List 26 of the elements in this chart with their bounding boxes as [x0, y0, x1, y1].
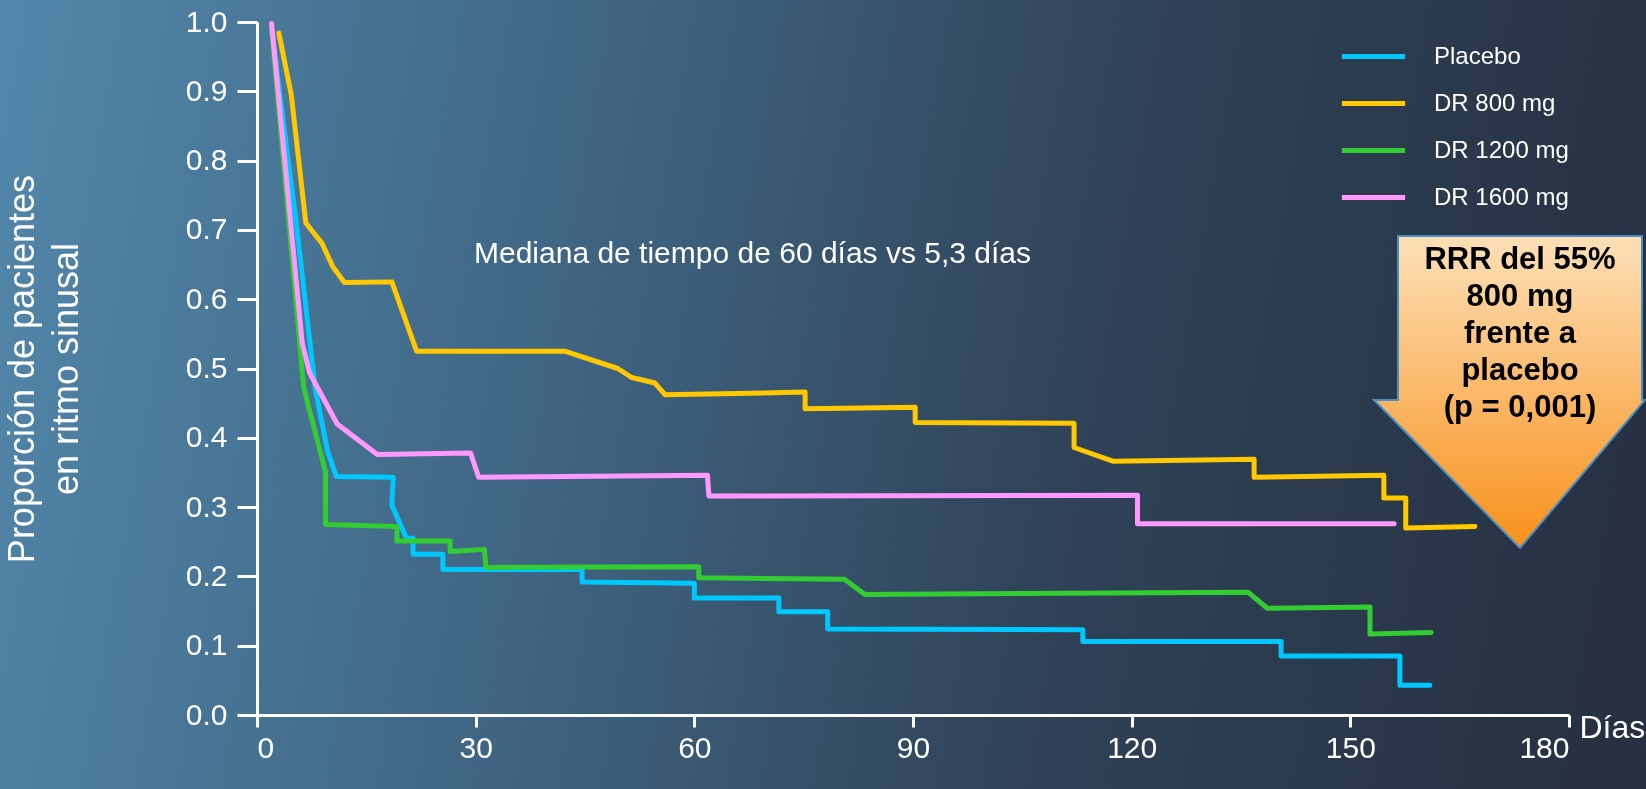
y-tick-label: 0.7 — [185, 212, 228, 246]
annotation: RRR del 55% 800 mg frente a placebo (p = 0,001) — [1423, 240, 1617, 425]
y-tick-label: 0.5 — [185, 351, 228, 384]
x-tick-label: 30 — [459, 730, 493, 764]
x-tick-label: 180 — [1519, 730, 1570, 764]
y-axis-title: Proporción de pacientes en ritmo sinusal — [0, 174, 86, 564]
annotation: Mediana de tiempo de 60 días vs 5,3 días — [474, 236, 1032, 270]
y-tick-label: 0.1 — [185, 628, 228, 662]
y-tick-label: 0.0 — [185, 697, 228, 731]
x-tick-label: 120 — [1107, 730, 1158, 764]
y-tick-label: 0.6 — [185, 281, 228, 315]
x-tick-label: 150 — [1325, 730, 1376, 764]
legend-label: DR 1600 mg — [1434, 182, 1569, 210]
legend-label: DR 1200 mg — [1434, 135, 1569, 163]
x-axis-title: Días — [1579, 708, 1646, 745]
x-tick-label: 60 — [678, 730, 712, 764]
y-tick-label: 0.4 — [185, 420, 228, 454]
y-tick-label: 0.2 — [185, 558, 228, 592]
y-tick-label: 1.0 — [185, 4, 228, 38]
legend-label: Placebo — [1434, 41, 1521, 69]
y-tick-label: 0.8 — [185, 143, 228, 177]
legend-label: DR 800 mg — [1434, 88, 1556, 116]
y-tick-label: 0.9 — [185, 73, 228, 107]
x-tick-label: 90 — [896, 730, 931, 764]
x-tick-label: 0 — [257, 730, 275, 764]
y-tick-label: 0.3 — [185, 489, 228, 523]
